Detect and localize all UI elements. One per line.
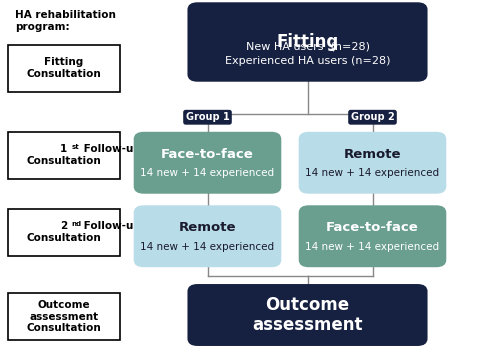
Text: Face-to-face: Face-to-face [161,148,254,161]
FancyBboxPatch shape [188,4,426,81]
Text: Group 1: Group 1 [186,112,230,122]
Text: Fitting: Fitting [276,33,338,51]
Text: 2: 2 [60,222,68,231]
Text: 1: 1 [60,145,68,154]
Text: 14 new + 14 experienced: 14 new + 14 experienced [306,168,440,178]
FancyBboxPatch shape [8,132,120,179]
FancyBboxPatch shape [8,293,120,340]
Text: Fitting
Consultation: Fitting Consultation [26,57,101,79]
FancyBboxPatch shape [134,133,280,193]
Text: New HA users  (n=28): New HA users (n=28) [246,41,370,51]
FancyBboxPatch shape [300,206,445,266]
Text: Remote: Remote [344,148,401,161]
Text: st: st [72,144,79,150]
FancyBboxPatch shape [134,206,280,266]
Text: Face-to-face: Face-to-face [326,221,419,234]
Text: Consultation: Consultation [26,156,101,166]
Text: 14 new + 14 experienced: 14 new + 14 experienced [306,241,440,252]
Text: Follow-up: Follow-up [80,145,141,154]
FancyBboxPatch shape [188,285,426,345]
Text: Remote: Remote [179,221,236,234]
Text: Group 2: Group 2 [350,112,395,122]
FancyBboxPatch shape [300,133,445,193]
Text: Consultation: Consultation [26,233,101,243]
FancyBboxPatch shape [8,44,120,92]
FancyBboxPatch shape [8,209,120,256]
Text: Experienced HA users (n=28): Experienced HA users (n=28) [225,56,390,66]
Text: 14 new + 14 experienced: 14 new + 14 experienced [140,241,274,252]
Text: 14 new + 14 experienced: 14 new + 14 experienced [140,168,274,178]
Text: nd: nd [72,220,82,227]
Text: Outcome
assessment: Outcome assessment [252,296,363,334]
Text: Outcome
assessment
Consultation: Outcome assessment Consultation [26,300,101,333]
Text: HA rehabilitation
program:: HA rehabilitation program: [15,10,116,32]
Text: Follow-up: Follow-up [80,222,141,231]
